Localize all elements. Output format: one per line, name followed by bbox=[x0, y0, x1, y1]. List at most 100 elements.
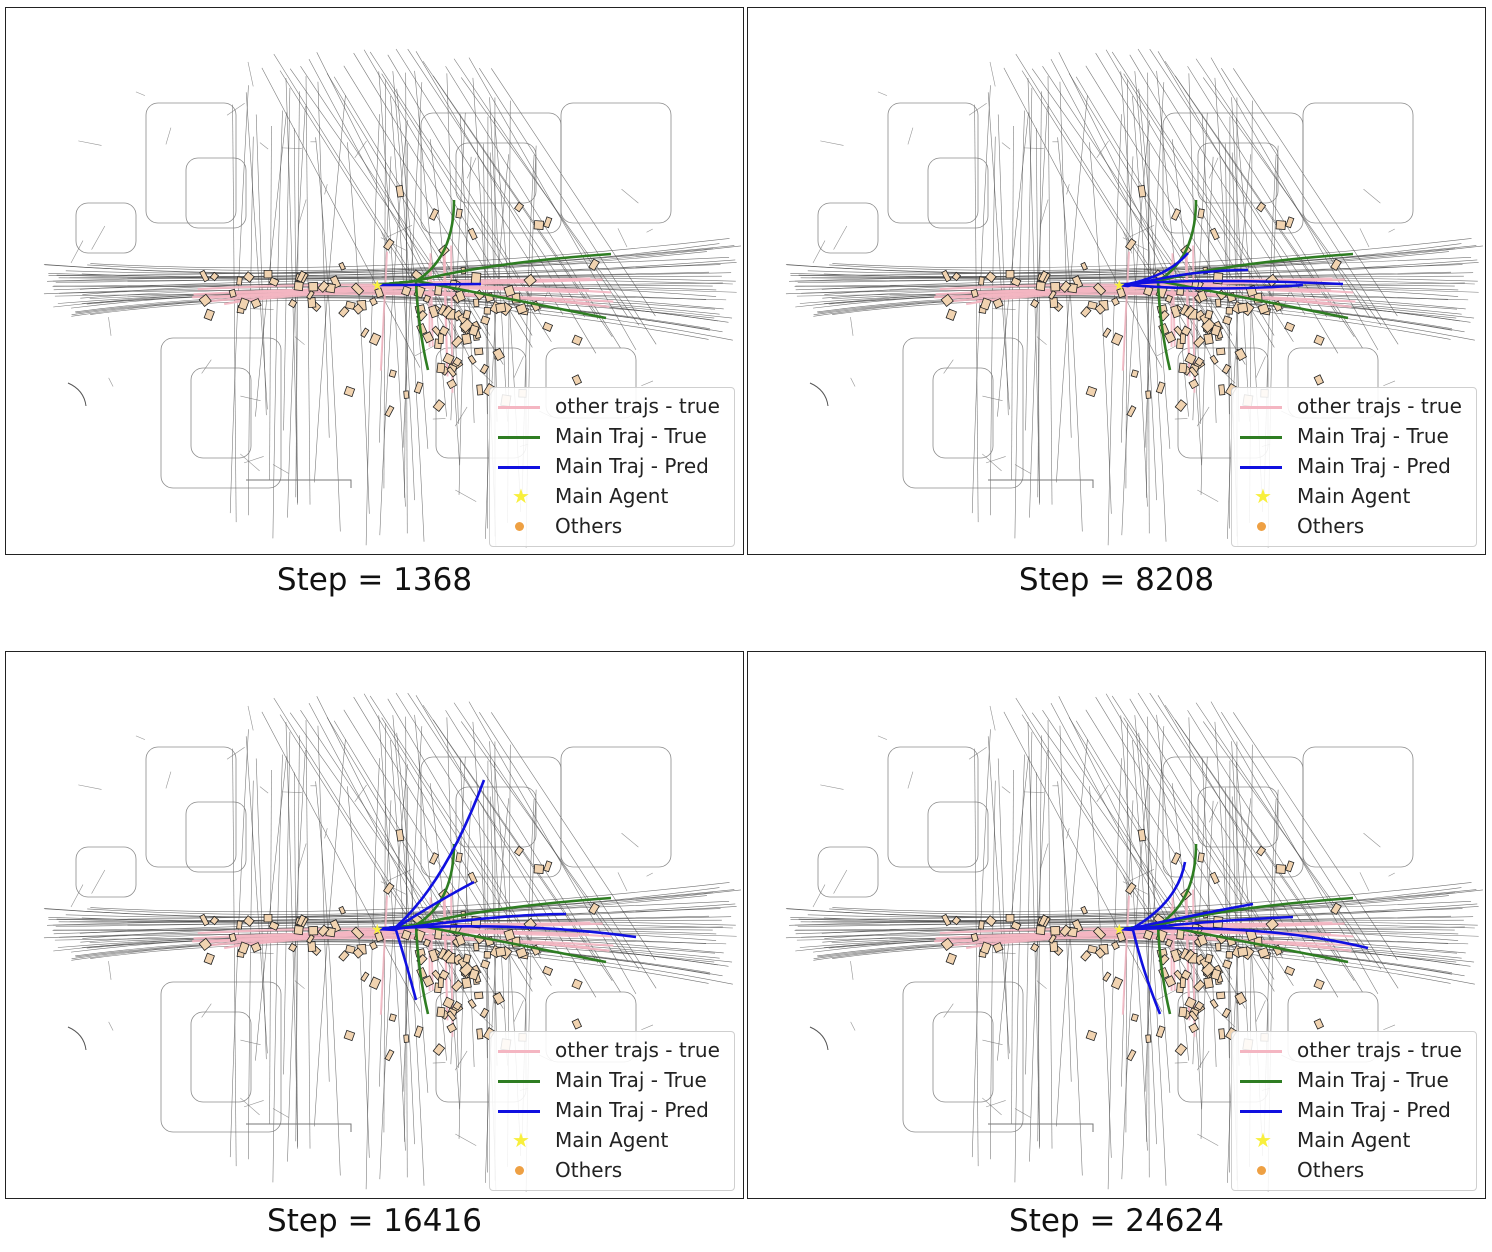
block-outline bbox=[145, 102, 237, 224]
other-agent-box bbox=[1256, 201, 1267, 213]
other-agent-box bbox=[503, 928, 516, 942]
road-segment bbox=[1197, 1133, 1219, 1146]
other-agent-box bbox=[533, 864, 545, 875]
road-segment bbox=[380, 237, 407, 251]
legend-label-other-true: other trajs - true bbox=[555, 1038, 720, 1062]
legend-label-main-agent: Main Agent bbox=[555, 484, 669, 508]
legend-label-other-true: other trajs - true bbox=[555, 394, 720, 418]
star-icon: ★ bbox=[512, 484, 530, 508]
other-agent-box bbox=[1215, 298, 1222, 308]
other-agent-box bbox=[455, 852, 463, 863]
other-agent-box bbox=[1218, 384, 1226, 396]
other-agent-box bbox=[533, 220, 545, 231]
other-agent-box bbox=[941, 269, 952, 283]
other-agent-box bbox=[428, 208, 440, 221]
road-lane bbox=[1075, 720, 1233, 980]
road-segment bbox=[989, 61, 996, 87]
legend-label-main-pred: Main Traj - Pred bbox=[555, 1098, 709, 1122]
road-lane bbox=[1057, 137, 1083, 532]
other-agent-box bbox=[571, 978, 583, 990]
other-agent-box bbox=[588, 258, 600, 271]
block-outline bbox=[455, 142, 537, 204]
other-agent-box bbox=[437, 977, 444, 988]
road-lane bbox=[1003, 711, 1163, 1012]
other-agent-box bbox=[470, 272, 482, 285]
other-agent-box bbox=[1145, 390, 1152, 399]
other-agent-box bbox=[1038, 270, 1049, 283]
road-segment bbox=[1066, 184, 1070, 195]
other-agent-box bbox=[199, 913, 210, 927]
block-outline bbox=[455, 786, 537, 848]
road-lane bbox=[269, 125, 272, 480]
other-agent-box bbox=[1050, 925, 1061, 936]
other-agent-box bbox=[237, 941, 250, 955]
other-agent-box bbox=[438, 325, 450, 337]
road-segment bbox=[641, 1024, 654, 1031]
road-segment bbox=[943, 359, 954, 374]
road-segment bbox=[455, 489, 477, 502]
road-lane bbox=[333, 76, 491, 336]
road-lane bbox=[1202, 721, 1382, 970]
other-traj-true-line bbox=[951, 921, 1333, 947]
other-traj-true-line bbox=[973, 930, 1321, 939]
other-agent-box bbox=[1216, 991, 1226, 1000]
other-agent-box bbox=[438, 969, 450, 981]
other-agent-box bbox=[413, 381, 424, 394]
road-segment bbox=[1024, 791, 1044, 793]
road-lane bbox=[47, 919, 736, 926]
road-lane bbox=[1233, 712, 1398, 961]
road-segment bbox=[641, 380, 654, 387]
panel-caption: Step = 24624 bbox=[1009, 1203, 1224, 1239]
road-segment bbox=[135, 91, 146, 96]
main-traj-pred-line bbox=[376, 912, 567, 931]
main-pred-line-key bbox=[498, 466, 540, 469]
road-segment bbox=[985, 1100, 1006, 1108]
other-agent-box bbox=[454, 289, 466, 303]
road-segment bbox=[1196, 1050, 1210, 1071]
road-lane bbox=[1121, 120, 1150, 536]
other-agent-box bbox=[228, 932, 237, 942]
other-agent-box bbox=[1094, 303, 1106, 315]
road-segment bbox=[240, 1039, 261, 1045]
road-segment bbox=[1208, 801, 1219, 823]
other-agent-box bbox=[1194, 1000, 1205, 1011]
other-agent-box bbox=[492, 347, 506, 362]
road-segment bbox=[1174, 418, 1188, 420]
road-segment bbox=[298, 199, 307, 225]
other-agent-box bbox=[1201, 962, 1216, 977]
road-lane bbox=[790, 900, 1472, 920]
other-agent-box bbox=[209, 271, 220, 282]
road-lane bbox=[1089, 142, 1112, 514]
road-lane bbox=[1003, 67, 1163, 368]
other-agent-box bbox=[1048, 290, 1057, 300]
legend-row-other-true: other trajs - true bbox=[490, 392, 734, 422]
other-agent-box bbox=[1116, 287, 1127, 299]
other-agent-box bbox=[352, 303, 364, 315]
other-agent-box bbox=[368, 332, 382, 346]
road-segment bbox=[1174, 1062, 1188, 1064]
other-agent-box bbox=[543, 216, 553, 229]
other-agent-box bbox=[1085, 385, 1098, 398]
other-agent-box bbox=[467, 354, 477, 365]
panel-step-1: ★ other trajs - true Main Traj - True Ma… bbox=[5, 7, 744, 555]
other-agent-box bbox=[199, 269, 210, 283]
other-agent-box bbox=[1155, 381, 1166, 394]
block-outline bbox=[887, 746, 979, 868]
panel-caption: Step = 16416 bbox=[267, 1203, 482, 1239]
main-traj-pred-line bbox=[376, 282, 482, 287]
road-lane bbox=[1029, 106, 1048, 518]
other-agent-box bbox=[1071, 919, 1084, 933]
road-segment bbox=[272, 464, 289, 474]
other-agent-box bbox=[1116, 931, 1127, 943]
road-segment bbox=[78, 140, 102, 146]
road-lane bbox=[347, 786, 370, 1158]
other-agent-box bbox=[401, 285, 412, 297]
legend-row-other-true: other trajs - true bbox=[490, 1036, 734, 1066]
road-lane bbox=[453, 58, 629, 317]
road-lane bbox=[247, 780, 254, 1160]
other-agent-box bbox=[1330, 258, 1342, 271]
road-lane bbox=[272, 754, 283, 1183]
road-lane bbox=[387, 54, 542, 315]
road-lane bbox=[459, 114, 475, 423]
other-agent-box bbox=[480, 959, 491, 970]
